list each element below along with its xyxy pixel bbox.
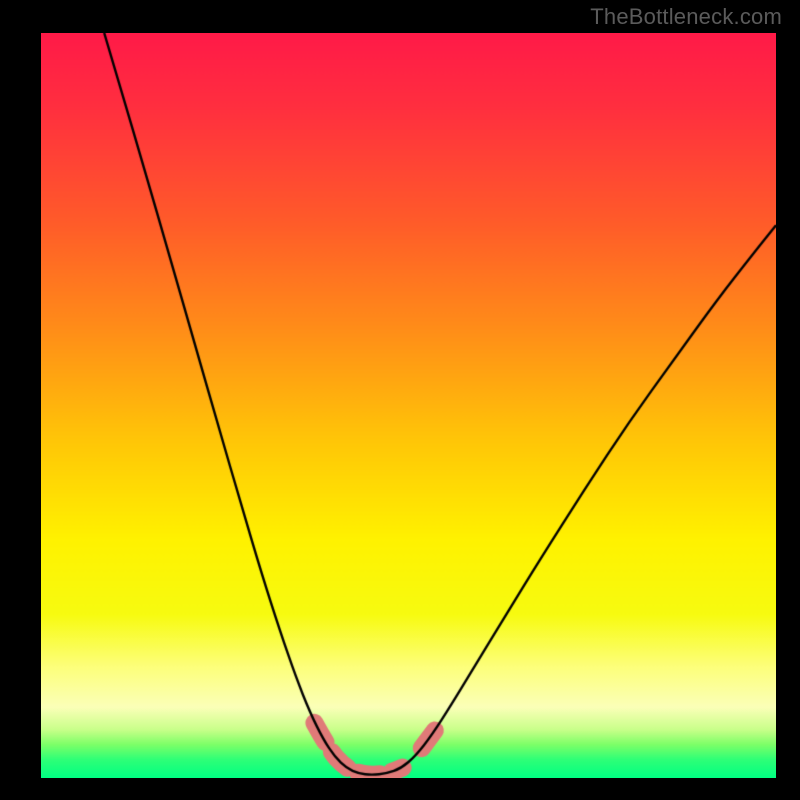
chart-curve-layer	[41, 33, 776, 778]
chart-plot-area	[41, 33, 776, 778]
watermark-text: TheBottleneck.com	[590, 4, 782, 30]
